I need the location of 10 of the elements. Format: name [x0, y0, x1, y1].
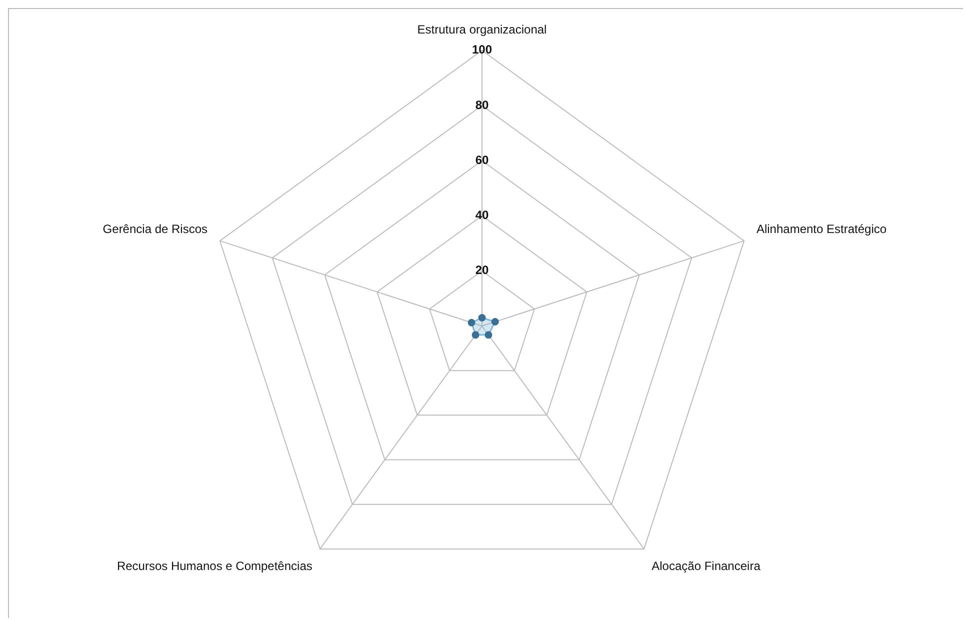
y-tick-label: 80	[475, 98, 489, 112]
y-tick-label: 100	[472, 42, 492, 57]
spoke-label: Alinhamento Estratégico	[756, 222, 887, 236]
spoke-label: Recursos Humanos e Competências	[116, 558, 312, 573]
y-tick-label: 40	[475, 208, 489, 222]
y-tick-label: 60	[475, 152, 489, 167]
y-tick-label: 20	[475, 263, 489, 278]
spoke-label: Gerência de Riscos	[102, 222, 208, 236]
spoke-label: Estrutura organizacional	[417, 22, 547, 37]
spoke-label: Alocação Financeira	[652, 558, 761, 573]
